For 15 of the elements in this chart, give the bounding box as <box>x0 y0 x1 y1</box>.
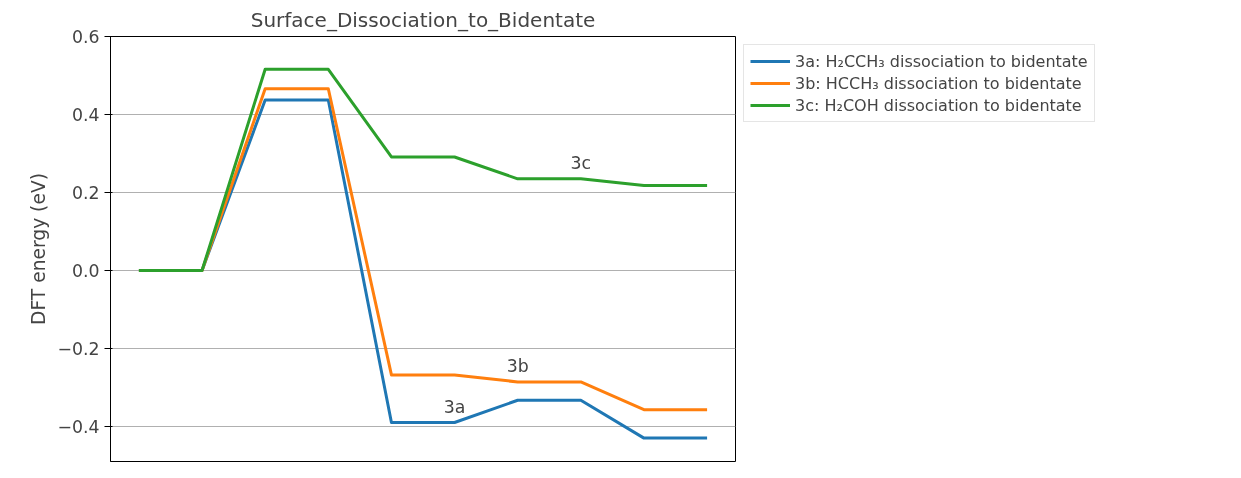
chart-title: Surface_Dissociation_to_Bidentate <box>250 7 596 32</box>
y-tick-label: 0.6 <box>71 27 100 47</box>
legend-label: 3c: H₂COH dissociation to bidentate <box>795 95 1082 115</box>
annotation: 3c <box>570 152 592 173</box>
y-tick-label: 0.4 <box>71 104 100 125</box>
y-axis-title: DFT energy (eV) <box>28 173 50 325</box>
y-tick-label: 0.0 <box>71 260 100 281</box>
annotation: 3a <box>443 396 466 417</box>
legend-label: 3a: H₂CCH₃ dissociation to bidentate <box>795 51 1088 71</box>
y-tick-label: −0.2 <box>57 338 100 359</box>
legend-label: 3b: HCCH₃ dissociation to bidentate <box>795 73 1082 93</box>
annotation: 3b <box>506 355 529 376</box>
y-tick-label: −0.4 <box>57 416 100 437</box>
line-series <box>137 67 709 272</box>
y-tick-label: 0.2 <box>71 182 100 203</box>
